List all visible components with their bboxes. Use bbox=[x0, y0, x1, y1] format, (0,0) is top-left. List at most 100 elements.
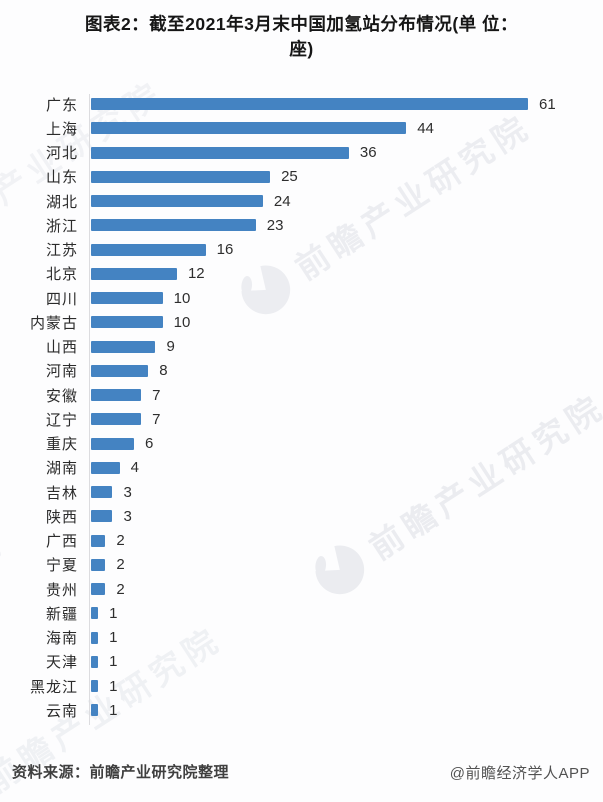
category-label: 黑龙江 bbox=[29, 678, 78, 696]
category-label: 宁夏 bbox=[45, 557, 78, 575]
bar-row: 黑龙江 1 bbox=[0, 674, 603, 698]
bar-row: 内蒙古 10 bbox=[0, 310, 603, 334]
bar-row: 陕西 3 bbox=[0, 504, 603, 528]
category-label: 内蒙古 bbox=[29, 314, 78, 332]
bar bbox=[91, 122, 407, 135]
category-label: 贵州 bbox=[45, 581, 78, 599]
category-label: 天津 bbox=[45, 654, 78, 672]
bar-row: 四川 10 bbox=[0, 286, 603, 310]
bar-row: 北京 12 bbox=[0, 262, 603, 286]
bar bbox=[91, 389, 142, 402]
bar bbox=[91, 316, 163, 329]
bar-row: 河南 8 bbox=[0, 359, 603, 383]
bar-chart: 广东 61 上海 44 河北 36 山东 25 湖北 24 浙江 23 江苏 16 北京 12 四川 10 内蒙古 1… bbox=[0, 92, 603, 723]
bar bbox=[91, 146, 349, 159]
bar bbox=[91, 583, 106, 596]
credit-note: @前瞻经济学人APP bbox=[449, 765, 590, 782]
bar bbox=[91, 413, 142, 426]
category-label: 陕西 bbox=[45, 508, 78, 526]
bar-row: 重庆 6 bbox=[0, 432, 603, 456]
chart-title-line2: 座) bbox=[289, 39, 314, 59]
chart-title-line1: 图表2：截至2021年3月末中国加氢站分布情况(单 位： bbox=[84, 14, 519, 34]
bar bbox=[91, 486, 113, 499]
category-label: 上海 bbox=[45, 120, 78, 138]
category-label: 吉林 bbox=[45, 484, 78, 502]
value-label: 7 bbox=[152, 386, 161, 404]
bar bbox=[91, 607, 99, 620]
category-label: 山西 bbox=[45, 339, 78, 357]
value-label: 25 bbox=[281, 168, 298, 186]
bar-row: 河北 36 bbox=[0, 141, 603, 165]
value-label: 2 bbox=[116, 532, 125, 550]
bar-row: 江苏 16 bbox=[0, 238, 603, 262]
value-label: 1 bbox=[109, 653, 118, 671]
category-label: 辽宁 bbox=[45, 411, 78, 429]
value-label: 4 bbox=[130, 459, 139, 477]
bar bbox=[91, 364, 149, 377]
bar bbox=[91, 267, 177, 280]
value-label: 1 bbox=[109, 701, 118, 719]
value-label: 1 bbox=[109, 604, 118, 622]
value-label: 8 bbox=[159, 362, 168, 380]
value-label: 2 bbox=[116, 580, 125, 598]
bar bbox=[91, 243, 206, 256]
category-label: 安徽 bbox=[45, 387, 78, 405]
bar-row: 海南 1 bbox=[0, 626, 603, 650]
bar-row: 贵州 2 bbox=[0, 577, 603, 601]
bar-chart-rows: 广东 61 上海 44 河北 36 山东 25 湖北 24 浙江 23 江苏 16 北京 12 四川 10 内蒙古 1… bbox=[0, 92, 603, 723]
value-label: 61 bbox=[539, 95, 556, 113]
category-label: 四川 bbox=[45, 290, 78, 308]
bar bbox=[91, 219, 256, 232]
value-label: 3 bbox=[123, 483, 132, 501]
bar-row: 湖南 4 bbox=[0, 456, 603, 480]
bar bbox=[91, 534, 106, 547]
bar-row: 湖北 24 bbox=[0, 189, 603, 213]
chart-title: 图表2：截至2021年3月末中国加氢站分布情况(单 位： 座) bbox=[0, 12, 603, 62]
category-label: 北京 bbox=[45, 266, 78, 284]
category-label: 重庆 bbox=[45, 436, 78, 454]
bar-row: 宁夏 2 bbox=[0, 553, 603, 577]
bar-row: 广东 61 bbox=[0, 92, 603, 116]
category-label: 湖北 bbox=[45, 193, 78, 211]
bar-row: 辽宁 7 bbox=[0, 407, 603, 431]
bar bbox=[91, 631, 99, 644]
value-label: 10 bbox=[173, 313, 191, 331]
bar-row: 上海 44 bbox=[0, 116, 603, 140]
category-label: 海南 bbox=[45, 630, 78, 648]
bar bbox=[91, 461, 120, 474]
value-label: 24 bbox=[273, 192, 291, 210]
value-label: 7 bbox=[152, 410, 161, 428]
category-label: 河南 bbox=[45, 363, 78, 381]
category-label: 山东 bbox=[45, 169, 78, 187]
value-label: 1 bbox=[109, 677, 118, 695]
bar-row: 吉林 3 bbox=[0, 480, 603, 504]
value-label: 10 bbox=[173, 289, 191, 307]
bar bbox=[91, 195, 263, 208]
category-label: 浙江 bbox=[45, 217, 78, 235]
y-axis-line bbox=[89, 94, 90, 725]
value-label: 6 bbox=[144, 435, 154, 453]
bar bbox=[91, 437, 134, 450]
category-label: 广东 bbox=[45, 96, 78, 114]
value-label: 1 bbox=[109, 629, 118, 647]
bar-row: 广西 2 bbox=[0, 529, 603, 553]
bar-row: 天津 1 bbox=[0, 650, 603, 674]
bar-row: 安徽 7 bbox=[0, 383, 603, 407]
bar bbox=[91, 680, 99, 693]
bar bbox=[91, 704, 99, 717]
bar-row: 浙江 23 bbox=[0, 213, 603, 237]
value-label: 3 bbox=[123, 507, 132, 525]
bar-row: 云南 1 bbox=[0, 698, 603, 722]
category-label: 湖南 bbox=[45, 460, 78, 478]
bar bbox=[91, 655, 99, 668]
value-label: 2 bbox=[116, 556, 125, 574]
value-label: 16 bbox=[216, 241, 234, 259]
category-label: 河北 bbox=[45, 145, 78, 163]
bar bbox=[91, 98, 528, 111]
bar bbox=[91, 558, 106, 571]
value-label: 44 bbox=[417, 119, 434, 137]
bar bbox=[91, 170, 271, 183]
value-label: 12 bbox=[187, 265, 205, 283]
category-label: 云南 bbox=[45, 702, 78, 720]
category-label: 江苏 bbox=[45, 242, 78, 260]
